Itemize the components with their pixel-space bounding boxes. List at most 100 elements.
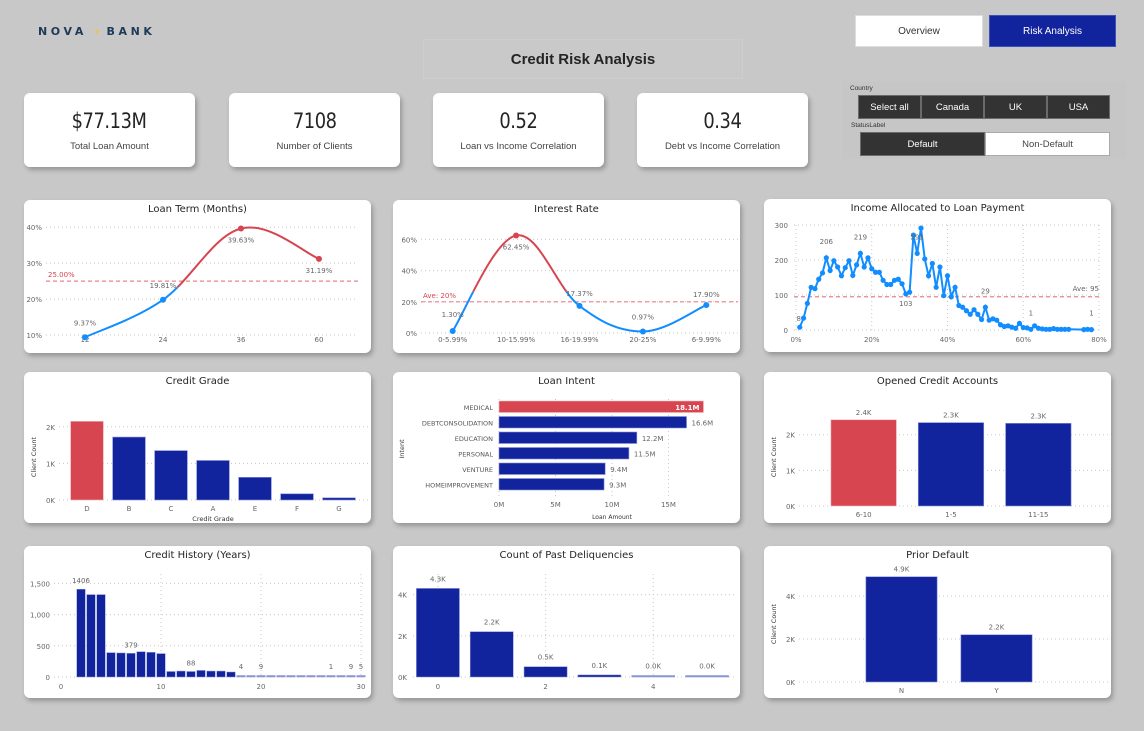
reference-label: 25.00% xyxy=(48,271,75,279)
nova-bank-logo: NOVA ✦ BANK xyxy=(38,25,156,38)
y-tick-label: 0 xyxy=(784,327,788,335)
y-tick-label: 0 xyxy=(46,674,50,682)
data-point xyxy=(816,276,822,282)
x-tick-label: 10M xyxy=(604,501,619,509)
data-label: 39.63% xyxy=(228,237,255,245)
y-tick-label: 300 xyxy=(775,222,788,230)
x-tick-label: F xyxy=(295,505,299,513)
country-option-canada[interactable]: Canada xyxy=(921,95,984,119)
y-tick-label: 500 xyxy=(37,643,50,651)
star-icon: ✦ xyxy=(92,28,101,38)
x-tick-label: 60 xyxy=(315,336,324,344)
data-label: 9.37% xyxy=(74,319,97,327)
data-point xyxy=(1043,326,1049,332)
data-point xyxy=(639,328,646,335)
data-point xyxy=(933,284,939,290)
filter-panel: Country Select all Canada UK USA StatusL… xyxy=(843,81,1126,159)
country-option-uk[interactable]: UK xyxy=(984,95,1047,119)
data-label: 88 xyxy=(187,660,196,668)
data-label: 9 xyxy=(259,663,263,671)
data-label: 1.30% xyxy=(442,311,465,319)
x-tick-label: 36 xyxy=(237,336,246,344)
x-tick-label: 20 xyxy=(257,683,266,691)
x-tick-label: 10 xyxy=(157,683,166,691)
country-option-usa[interactable]: USA xyxy=(1047,95,1110,119)
bar xyxy=(631,675,676,678)
x-tick-label: 0% xyxy=(790,336,801,344)
loan-intent-plot: 0M 5M 10M 15M MEDICAL 18.1M DEBTCONSOLIDATION 1… xyxy=(398,399,713,521)
risk-analysis-nav-button[interactable]: Risk Analysis xyxy=(989,15,1116,47)
bar xyxy=(498,462,606,475)
data-point xyxy=(861,264,867,270)
prior-default-chart: Prior Default 0K 2K 4K N 4.9K Y 2.2K Client Cou… xyxy=(764,546,1111,698)
data-point xyxy=(880,277,886,283)
bar xyxy=(236,675,246,678)
data-point xyxy=(835,264,841,270)
data-label: 2.3K xyxy=(943,412,959,420)
x-axis-title: Credit Grade xyxy=(192,515,233,523)
bar xyxy=(276,675,286,678)
country-slicer: Select all Canada UK USA xyxy=(858,95,1110,119)
x-tick-label: D xyxy=(84,505,89,513)
status-option-default[interactable]: Default xyxy=(860,132,985,156)
data-label: 9 xyxy=(349,663,353,671)
data-label: 1 xyxy=(329,663,333,671)
bar xyxy=(116,652,126,678)
bar xyxy=(70,421,104,501)
status-slicer: Default Non-Default xyxy=(860,132,1110,156)
kpi-label: Number of Clients xyxy=(276,140,353,152)
data-point xyxy=(888,281,894,288)
x-tick-label: E xyxy=(253,505,257,513)
status-slicer-label: StatusLabel xyxy=(851,122,886,129)
data-point xyxy=(1066,326,1072,332)
data-label: 31.19% xyxy=(306,267,333,275)
y-tick-label: 0K xyxy=(398,674,407,682)
x-tick-label: N xyxy=(899,687,904,695)
bar xyxy=(154,450,188,501)
data-point xyxy=(963,308,970,314)
bar xyxy=(960,634,1033,683)
data-point xyxy=(823,255,829,261)
reference-label: Ave: 95 xyxy=(1073,285,1099,293)
x-tick-label: 16-19.99% xyxy=(560,336,598,344)
data-label: 4 xyxy=(239,663,244,671)
status-option-non-default[interactable]: Non-Default xyxy=(985,132,1110,156)
country-option-select-all[interactable]: Select all xyxy=(858,95,921,119)
data-label: 4.3K xyxy=(430,575,446,583)
data-point xyxy=(1058,326,1064,332)
loan-term-plot: 10%20%30%40%1224366025.00%9.37%19.81%39.… xyxy=(26,224,358,344)
data-point xyxy=(846,258,852,264)
page-title: Credit Risk Analysis xyxy=(510,50,656,68)
data-label: 18.1M xyxy=(675,404,699,412)
logo-text-left: NOVA xyxy=(38,25,87,38)
data-point xyxy=(967,311,973,317)
kpi-value: 7108 xyxy=(292,108,337,133)
data-point xyxy=(948,294,954,300)
y-tick-label: 1K xyxy=(786,467,795,475)
data-point xyxy=(929,260,935,267)
data-label: 291 xyxy=(911,233,924,241)
y-tick-label: MEDICAL xyxy=(464,404,494,412)
data-label: 19.81% xyxy=(150,282,177,290)
y-tick-label: 4K xyxy=(786,593,795,601)
data-point xyxy=(865,255,871,261)
data-point xyxy=(513,232,520,239)
bar xyxy=(146,652,156,678)
data-label: 17.90% xyxy=(693,291,720,299)
bar xyxy=(216,670,226,678)
data-point xyxy=(1016,320,1023,326)
data-label: 17.37% xyxy=(566,290,593,298)
data-point xyxy=(982,304,988,310)
y-tick-label: VENTURE xyxy=(462,466,493,474)
bar xyxy=(296,675,306,678)
x-tick-label: 40% xyxy=(940,336,956,344)
y-tick-label: 2K xyxy=(398,633,407,641)
x-tick-label: 2 xyxy=(543,683,547,691)
data-point xyxy=(1081,327,1087,333)
chart-title: Loan Term (Months) xyxy=(148,204,247,215)
data-point xyxy=(850,272,856,278)
line-series-above xyxy=(176,226,320,288)
bar xyxy=(306,675,316,678)
overview-nav-button[interactable]: Overview xyxy=(855,15,983,47)
